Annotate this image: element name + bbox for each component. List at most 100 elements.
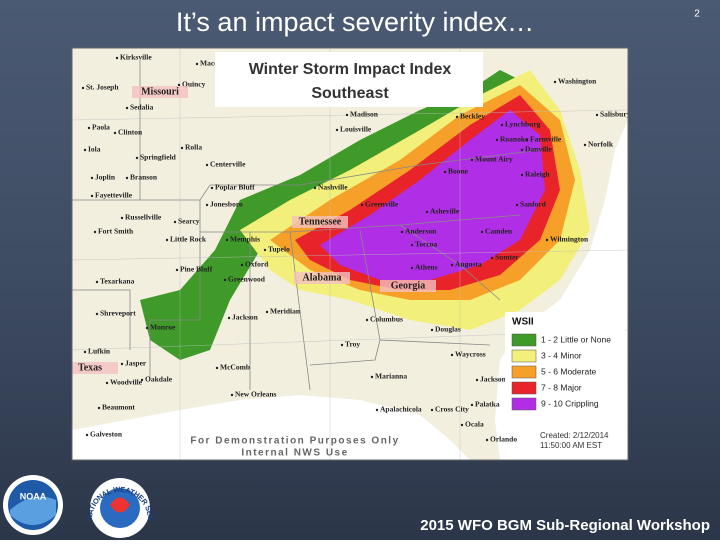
city-label: Searcy bbox=[178, 217, 200, 226]
city-dot bbox=[375, 408, 379, 412]
city-dot bbox=[113, 131, 117, 135]
city-dot bbox=[430, 408, 434, 412]
noaa-wave bbox=[10, 496, 56, 525]
city-dot bbox=[90, 194, 94, 198]
city-label: Mount Airy bbox=[475, 155, 513, 164]
legend-swatch bbox=[511, 349, 537, 363]
county-lines bbox=[72, 48, 628, 460]
city-dot bbox=[145, 326, 149, 330]
city-dot bbox=[97, 406, 101, 410]
city-label: Oxford bbox=[245, 260, 269, 269]
state-label: Alabama bbox=[303, 272, 342, 283]
city-dot bbox=[520, 173, 524, 177]
city-label: Greenwood bbox=[228, 275, 266, 284]
city-dot bbox=[230, 393, 234, 397]
city-dot bbox=[595, 113, 599, 117]
city-dot bbox=[470, 403, 474, 407]
city-dot bbox=[85, 433, 89, 437]
city-dot bbox=[83, 350, 87, 354]
city-label: Jonesboro bbox=[210, 200, 243, 209]
city-dot bbox=[173, 220, 177, 224]
city-label: Fort Smith bbox=[98, 227, 134, 236]
city-label: Danville bbox=[525, 145, 552, 154]
city-dot bbox=[480, 230, 484, 234]
city-label: Norfolk bbox=[588, 140, 614, 149]
city-dot bbox=[265, 310, 269, 314]
city-label: Farmville bbox=[530, 135, 562, 144]
city-dot bbox=[83, 148, 87, 152]
legend-swatch bbox=[511, 397, 537, 411]
state-label-box bbox=[132, 86, 188, 98]
legend-label: 1 - 2 Little or None bbox=[541, 334, 611, 344]
state-lines bbox=[72, 60, 541, 391]
city-labels: Kirksville Macon Quincy St. Joseph Sedalia Cl… bbox=[81, 53, 631, 444]
city-dot bbox=[240, 263, 244, 267]
city-dot bbox=[223, 278, 227, 282]
city-label: Douglas bbox=[435, 325, 461, 334]
legend-swatch bbox=[511, 333, 537, 347]
city-label: St. Joseph bbox=[86, 83, 119, 92]
city-dot bbox=[450, 263, 454, 267]
city-dot bbox=[410, 266, 414, 270]
city-dot bbox=[485, 438, 489, 442]
state-label: Texas bbox=[78, 362, 102, 373]
city-label: Athens bbox=[415, 263, 438, 272]
city-dot bbox=[125, 106, 129, 110]
city-label: Jackson bbox=[232, 313, 259, 322]
slide-title: It’s an impact severity index… bbox=[176, 7, 534, 37]
gulf bbox=[72, 395, 470, 460]
map: Kirksville Macon Quincy St. Joseph Sedalia Cl… bbox=[72, 48, 631, 460]
city-dot bbox=[400, 230, 404, 234]
city-label: Waycross bbox=[455, 350, 486, 359]
city-label: Lynchburg bbox=[505, 120, 541, 129]
city-dot bbox=[525, 138, 529, 142]
city-dot bbox=[490, 256, 494, 260]
city-label: Asheville bbox=[430, 207, 460, 216]
city-label: Louisville bbox=[340, 125, 372, 134]
city-dot bbox=[95, 280, 99, 284]
created-time: 11:50:00 AM EST bbox=[540, 441, 602, 450]
city-label: Little Rock bbox=[170, 235, 207, 244]
city-dot bbox=[215, 366, 219, 370]
state-label: Tennessee bbox=[299, 216, 342, 227]
city-label: Poplar Bluff bbox=[215, 183, 255, 192]
city-label: Toccoa bbox=[415, 240, 437, 249]
city-label: Shreveport bbox=[100, 309, 136, 318]
city-label: Raleigh bbox=[525, 170, 550, 179]
page-number: 2 bbox=[694, 9, 700, 20]
city-dot bbox=[583, 143, 587, 147]
city-dot bbox=[425, 210, 429, 214]
map-title: Winter Storm Impact Index bbox=[249, 61, 452, 78]
city-label: Centerville bbox=[210, 160, 246, 169]
city-dot bbox=[335, 128, 339, 132]
map-subtitle: Southeast bbox=[311, 85, 389, 102]
city-dot bbox=[115, 56, 119, 60]
city-label: Kirksville bbox=[120, 53, 152, 62]
city-dot bbox=[205, 163, 209, 167]
city-dot bbox=[140, 378, 144, 382]
city-label: Boone bbox=[448, 167, 469, 176]
city-dot bbox=[410, 243, 414, 247]
city-label: Clinton bbox=[118, 128, 143, 137]
city-dot bbox=[105, 381, 109, 385]
city-label: Marianna bbox=[375, 372, 407, 381]
city-dot bbox=[87, 126, 91, 130]
city-label: Cross City bbox=[435, 405, 469, 414]
city-dot bbox=[500, 123, 504, 127]
city-dot bbox=[520, 148, 524, 152]
state-label-box bbox=[72, 362, 118, 374]
city-dot bbox=[135, 156, 139, 160]
legend-title: WSII bbox=[512, 317, 534, 328]
city-label: Jasper bbox=[125, 359, 147, 368]
city-label: Woodville bbox=[110, 378, 143, 387]
city-dot bbox=[340, 343, 344, 347]
city-dot bbox=[313, 186, 317, 190]
state-label: Georgia bbox=[391, 280, 425, 291]
zone-crippling bbox=[320, 110, 545, 280]
city-label: Palatka bbox=[475, 400, 500, 409]
city-dot bbox=[263, 248, 267, 252]
city-label: Troy bbox=[345, 340, 360, 349]
city-label: Apalachicola bbox=[380, 405, 422, 414]
city-dot bbox=[175, 268, 179, 272]
city-label: Salisbury bbox=[600, 110, 631, 119]
